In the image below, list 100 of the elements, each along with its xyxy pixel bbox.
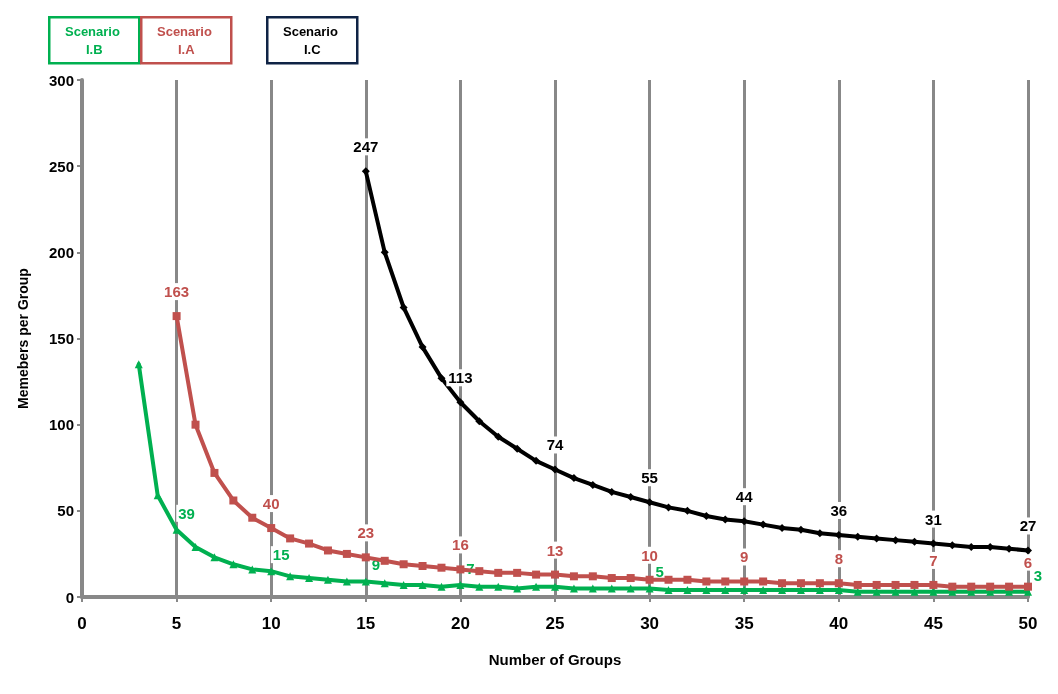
point bbox=[910, 580, 919, 589]
y-axis-title: Memebers per Group bbox=[15, 268, 31, 409]
point bbox=[456, 565, 465, 574]
point bbox=[513, 568, 522, 577]
point bbox=[532, 456, 541, 465]
data-label: 55 bbox=[641, 469, 658, 487]
point bbox=[759, 520, 768, 529]
point bbox=[456, 580, 465, 589]
data-label: 5 bbox=[655, 563, 664, 581]
data-label: 16 bbox=[452, 536, 469, 554]
data-label: 9 bbox=[740, 548, 749, 566]
point bbox=[607, 574, 616, 583]
point bbox=[323, 546, 332, 555]
point bbox=[191, 543, 200, 552]
point bbox=[399, 303, 408, 312]
point bbox=[891, 580, 900, 589]
x-tick-label: 30 bbox=[640, 614, 660, 633]
data-label: 247 bbox=[353, 138, 379, 156]
point bbox=[929, 580, 938, 589]
y-tick-label: 50 bbox=[57, 502, 74, 520]
data-label: 44 bbox=[735, 488, 754, 506]
point bbox=[815, 579, 824, 588]
point bbox=[551, 465, 559, 474]
point bbox=[305, 574, 314, 583]
point bbox=[494, 582, 503, 591]
point bbox=[702, 512, 711, 520]
point bbox=[740, 577, 749, 586]
point bbox=[248, 513, 257, 522]
point bbox=[532, 582, 541, 591]
x-axis-title: Number of Groups bbox=[488, 651, 622, 668]
point bbox=[1024, 582, 1032, 591]
point bbox=[437, 374, 446, 383]
point bbox=[305, 539, 314, 548]
point bbox=[437, 563, 446, 572]
point bbox=[210, 553, 219, 562]
point bbox=[721, 577, 730, 586]
point bbox=[872, 587, 881, 596]
point bbox=[664, 586, 673, 595]
y-tick-label: 150 bbox=[48, 330, 74, 347]
point bbox=[418, 343, 427, 352]
point bbox=[456, 398, 465, 407]
point bbox=[475, 417, 484, 426]
point bbox=[778, 579, 787, 588]
data-label: 27 bbox=[1019, 517, 1037, 535]
x-tick-label: 0 bbox=[77, 614, 87, 633]
data-label: 23 bbox=[357, 524, 375, 542]
point bbox=[361, 167, 370, 176]
point bbox=[607, 487, 616, 496]
point bbox=[1024, 546, 1032, 555]
point bbox=[664, 575, 673, 584]
y-tick-label: 200 bbox=[48, 243, 74, 261]
point bbox=[967, 582, 976, 591]
point bbox=[569, 572, 578, 581]
data-label: 31 bbox=[925, 510, 942, 528]
point bbox=[853, 580, 862, 589]
x-tick-label: 10 bbox=[261, 614, 281, 633]
data-label: 6 bbox=[1023, 553, 1033, 571]
y-tick-label: 250 bbox=[48, 157, 74, 175]
point bbox=[437, 582, 446, 591]
point bbox=[683, 586, 692, 595]
point bbox=[551, 570, 559, 579]
point bbox=[702, 586, 711, 595]
data-label: 113 bbox=[448, 369, 473, 387]
point bbox=[702, 577, 711, 586]
y-tick-label: 300 bbox=[48, 71, 74, 89]
point bbox=[380, 556, 389, 565]
point bbox=[891, 587, 900, 596]
point bbox=[399, 560, 408, 569]
text: Scenario I.A bbox=[156, 23, 216, 57]
point bbox=[229, 496, 238, 505]
point bbox=[513, 444, 522, 453]
point bbox=[759, 586, 768, 595]
point bbox=[815, 586, 824, 595]
point bbox=[645, 498, 654, 507]
point bbox=[361, 553, 370, 562]
point bbox=[551, 582, 559, 591]
point bbox=[740, 586, 749, 595]
data-label: 39 bbox=[178, 504, 195, 522]
x-tick-label: 5 bbox=[171, 614, 182, 633]
x-tick-label: 20 bbox=[450, 614, 470, 633]
data-label: 13 bbox=[546, 541, 564, 559]
x-tick-label: 35 bbox=[734, 614, 754, 633]
point bbox=[494, 432, 503, 441]
point bbox=[286, 534, 295, 543]
point bbox=[948, 582, 957, 591]
text: Scenario I.B bbox=[64, 23, 124, 57]
point bbox=[626, 493, 635, 502]
data-label: 3 bbox=[1033, 566, 1043, 584]
data-label: 163 bbox=[164, 283, 190, 301]
y-tick-label: 0 bbox=[65, 588, 74, 606]
x-tick-label: 40 bbox=[829, 614, 849, 633]
point bbox=[815, 529, 824, 538]
x-tick-label: 50 bbox=[1018, 614, 1038, 633]
point bbox=[626, 574, 635, 583]
point bbox=[645, 575, 654, 584]
point bbox=[494, 568, 503, 577]
x-tick-label: 25 bbox=[545, 614, 565, 633]
data-label: 40 bbox=[262, 495, 280, 513]
point bbox=[475, 567, 484, 576]
data-label: 7 bbox=[929, 551, 938, 569]
